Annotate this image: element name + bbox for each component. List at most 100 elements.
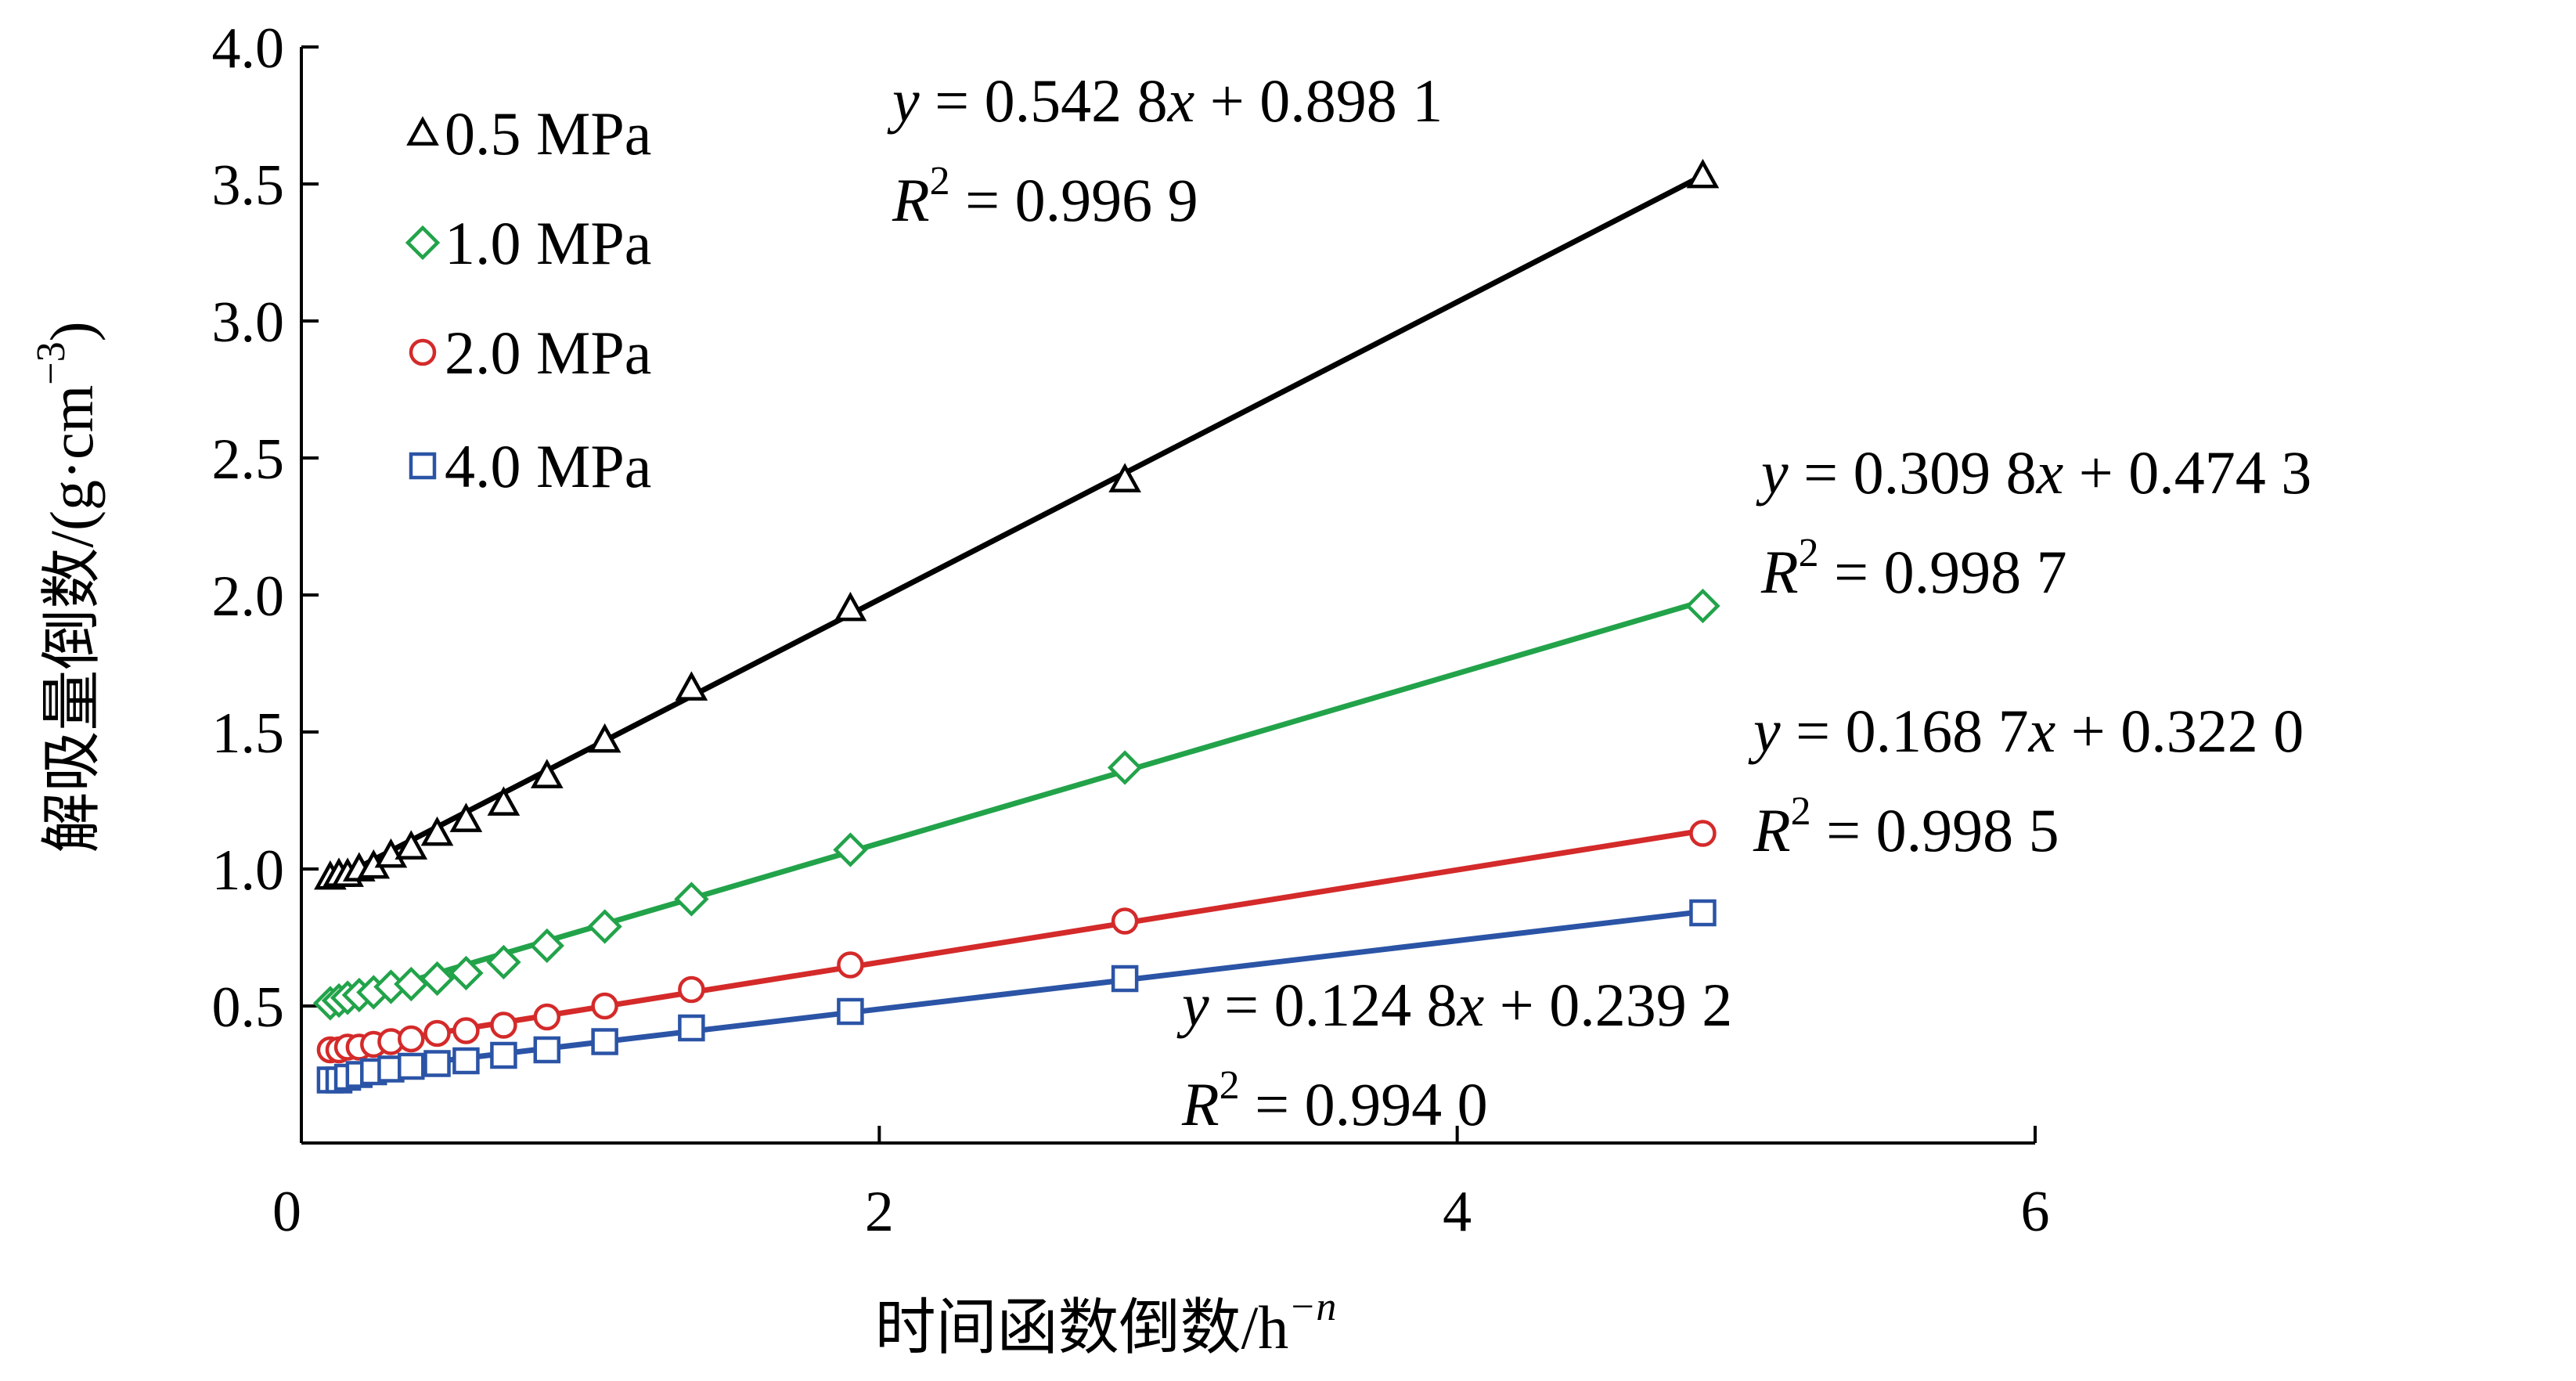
data-point (1685, 588, 1720, 624)
y-tick-label: 0.5 (212, 975, 285, 1040)
r-squared-exponent: 2 (930, 159, 950, 204)
equation-text: = 0.542 8 (920, 67, 1168, 135)
legend-marker (406, 116, 439, 146)
legend-label: 0.5 MPa (445, 99, 651, 168)
data-point (452, 1017, 480, 1044)
y-tick-label: 3.5 (212, 153, 285, 218)
x-axis-title: 时间函数倒数/h−n (875, 1285, 1337, 1361)
data-point (1689, 820, 1717, 847)
data-point (398, 1052, 425, 1080)
fit-equation: y = 0.542 8x + 0.898 1 (887, 67, 1443, 135)
r-squared-exponent: 2 (1799, 531, 1819, 575)
data-point (588, 723, 621, 753)
equation-text: + 0.239 2 (1484, 971, 1732, 1039)
r-squared-exponent: 2 (1220, 1063, 1240, 1108)
data-point (675, 671, 708, 701)
fit-r-squared: R2 = 0.998 5 (1753, 789, 2059, 864)
r-squared-value: = 0.998 5 (1811, 796, 2059, 864)
r-squared-symbol: R (892, 166, 930, 234)
data-point (420, 816, 454, 846)
plot-area: 0 2 4 6 0.5 1.0 1.5 2.0 2.5 3.0 3.5 4.0 时间函数倒数/h−n 解吸… (29, 16, 2311, 1361)
r-squared-symbol: R (1760, 538, 1799, 606)
equation-annotation-3: y = 0.124 8x + 0.239 2 R2 = 0.994 0 (1176, 971, 1732, 1138)
equation-variable: x (2028, 697, 2056, 765)
data-point (486, 944, 521, 980)
legend-label: 2.0 MPa (445, 319, 651, 387)
y-axis-title: 解吸量倒数/(g·cm−3) (29, 321, 106, 853)
y-tick-label: 2.0 (212, 564, 285, 629)
equation-text: + 0.474 3 (2063, 438, 2311, 507)
y-axis-title-text: 解吸量倒数/(g·cm (38, 385, 106, 853)
legend-label: 4.0 MPa (445, 432, 651, 500)
x-tick-label: 0 (272, 1180, 301, 1244)
data-point (487, 786, 521, 816)
data-point (449, 955, 484, 991)
equation-variable: x (2036, 438, 2064, 507)
data-point (398, 1025, 425, 1053)
x-tick-label: 6 (2021, 1180, 2050, 1244)
fit-equation: y = 0.168 7x + 0.322 0 (1748, 697, 2304, 765)
x-tick-label: 4 (1443, 1180, 1472, 1244)
series-3 (316, 899, 1717, 1094)
x-axis-title-text: 时间函数倒数/h (875, 1293, 1289, 1361)
equation-variable: y (887, 67, 920, 135)
data-point (674, 882, 709, 917)
equation-text: = 0.309 8 (1789, 438, 2037, 507)
fit-line-0 (329, 173, 1705, 885)
data-point (678, 1014, 705, 1042)
x-axis-title-superscript: −n (1288, 1285, 1336, 1329)
data-point (530, 759, 564, 788)
data-point (837, 951, 864, 979)
equation-annotation-1: y = 0.309 8x + 0.474 3 R2 = 0.998 7 (1756, 438, 2311, 606)
equation-variable: y (1176, 971, 1209, 1039)
r-squared-symbol: R (1753, 796, 1791, 864)
data-point (423, 1050, 451, 1077)
data-point (591, 992, 618, 1020)
legend-label: 1.0 MPa (445, 209, 651, 277)
data-point (1686, 158, 1720, 189)
x-tick-label: 2 (865, 1180, 894, 1244)
fit-r-squared: R2 = 0.998 7 (1760, 531, 2067, 606)
fit-r-squared: R2 = 0.996 9 (892, 159, 1198, 234)
data-point (420, 961, 455, 997)
data-point (423, 1019, 451, 1047)
r-squared-value: = 0.996 9 (950, 166, 1198, 234)
data-point (1108, 463, 1141, 492)
equation-variable: x (1457, 971, 1485, 1039)
series-2 (316, 820, 1717, 1064)
equation-annotation-0: y = 0.542 8x + 0.898 1 R2 = 0.996 9 (887, 67, 1443, 234)
y-tick-label: 2.5 (212, 427, 285, 492)
data-point (533, 1003, 561, 1031)
r-squared-exponent: 2 (1791, 789, 1811, 834)
equation-text: = 0.168 7 (1781, 697, 2029, 765)
y-axis-title-end: ) (38, 321, 106, 341)
data-point (833, 832, 868, 867)
legend: 0.5 MPa 1.0 MPa 2.0 MPa 4.0 MPa (405, 99, 651, 500)
equation-text: = 0.124 8 (1209, 971, 1457, 1039)
fit-line-1 (329, 598, 1704, 1008)
data-point (834, 591, 867, 622)
r-squared-value: = 0.994 0 (1240, 1070, 1488, 1138)
equation-variable: y (1756, 438, 1789, 507)
legend-marker (405, 225, 441, 261)
y-tick-label: 4.0 (212, 16, 285, 81)
fit-equation: y = 0.309 8x + 0.474 3 (1756, 438, 2311, 507)
data-point (449, 802, 483, 832)
equation-text: + 0.898 1 (1194, 67, 1443, 135)
data-point (1111, 965, 1139, 993)
data-point (395, 830, 428, 860)
equation-variable: x (1167, 67, 1195, 135)
equation-variable: y (1748, 697, 1781, 765)
data-point (587, 909, 622, 944)
fit-r-squared: R2 = 0.994 0 (1181, 1063, 1488, 1138)
legend-marker (409, 338, 437, 366)
y-axis-title-superscript: −3 (29, 341, 74, 384)
data-point (529, 928, 564, 964)
data-point (1107, 750, 1143, 785)
data-point (490, 1011, 517, 1039)
data-point (837, 997, 864, 1026)
data-point (374, 838, 408, 868)
fit-equation: y = 0.124 8x + 0.239 2 (1176, 971, 1732, 1039)
equation-text: + 0.322 0 (2055, 697, 2304, 765)
